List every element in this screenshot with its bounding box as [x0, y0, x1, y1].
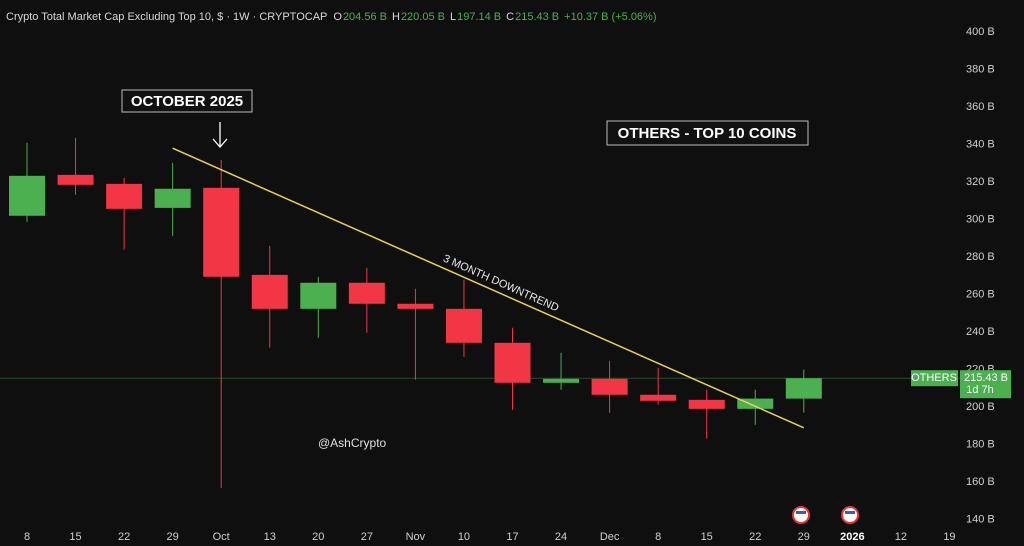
y-tick-label: 360 B: [966, 101, 995, 113]
candle-body: [494, 342, 531, 383]
plot: [0, 137, 960, 488]
candle-body: [737, 398, 774, 409]
series-label-box: [911, 370, 958, 387]
y-tick-label: 300 B: [966, 213, 995, 225]
x-tick-label: 15: [701, 531, 713, 543]
x-tick-label: 27: [361, 531, 373, 543]
x-tick-label: Nov: [406, 531, 426, 543]
header-key: L: [450, 11, 456, 23]
x-tick-label: Dec: [600, 531, 620, 543]
candle-body: [251, 274, 288, 309]
candle-body: [106, 183, 143, 209]
y-tick-label: 280 B: [966, 251, 995, 263]
event-icon: [792, 506, 859, 524]
candle-body: [203, 187, 240, 277]
x-tick-label: Oct: [213, 531, 230, 543]
candle-body: [785, 378, 822, 399]
y-tick-label: 320 B: [966, 176, 995, 188]
x-tick-label: 12: [895, 531, 907, 543]
x-tick-label: 24: [555, 531, 567, 543]
header-key: C: [506, 11, 514, 23]
candle-body: [57, 174, 94, 185]
y-tick-label: 240 B: [966, 326, 995, 338]
x-tick-label: 19: [943, 531, 955, 543]
price-countdown: 1d 7h: [966, 384, 994, 396]
price-label-box: [960, 370, 1011, 399]
x-tick-label: 29: [798, 531, 810, 543]
header-key: O: [333, 11, 342, 23]
candle-body: [445, 308, 482, 343]
y-tick-label: 180 B: [966, 439, 995, 451]
candle-body: [591, 378, 628, 395]
arrow: [212, 122, 228, 148]
candle-body: [9, 175, 45, 216]
header-value: 220.05 B: [401, 11, 445, 23]
x-tick-label: 2026: [840, 531, 864, 543]
x-tick-label: 13: [264, 531, 276, 543]
header-change: +10.37 B (+5.06%): [564, 11, 656, 23]
chart-title: Crypto Total Market Cap Excluding Top 10…: [6, 11, 327, 23]
header-key: H: [392, 11, 400, 23]
candle-body: [300, 282, 337, 309]
x-tick-label: 22: [118, 531, 130, 543]
y-tick-label: 260 B: [966, 288, 995, 300]
y-tick-label: 340 B: [966, 138, 995, 150]
price-label: 215.43 B: [964, 372, 1008, 384]
trendline: [172, 147, 805, 429]
y-tick-label: 140 B: [966, 514, 995, 526]
candle-body: [154, 188, 191, 208]
x-tick-label: 20: [312, 531, 324, 543]
y-tick-label: 380 B: [966, 63, 995, 75]
series-label: OTHERS: [911, 372, 957, 384]
annotation-box: [606, 120, 809, 146]
x-tick-label: 22: [749, 531, 761, 543]
watermark: @AshCrypto: [318, 436, 387, 450]
x-tick-label: 29: [167, 531, 179, 543]
y-tick-label: 200 B: [966, 401, 995, 413]
header-value: 204.56 B: [343, 11, 387, 23]
x-tick-label: 8: [655, 531, 661, 543]
candle-body: [543, 378, 580, 383]
x-tick-label: 10: [458, 531, 470, 543]
header-value: 197.14 B: [457, 11, 501, 23]
annotation: OCTOBER 2025: [131, 93, 243, 110]
header-value: 215.43 B: [515, 11, 559, 23]
x-tick-label: 8: [24, 531, 30, 543]
x-tick-label: 15: [69, 531, 81, 543]
annotation: OTHERS - TOP 10 COINS: [618, 125, 797, 142]
x-tick-label: 17: [506, 531, 518, 543]
candle-body: [348, 282, 385, 304]
candle-body: [688, 399, 725, 409]
y-tick-label: 400 B: [966, 26, 995, 38]
candle-body: [397, 303, 434, 309]
candle-body: [640, 394, 677, 401]
y-tick-label: 160 B: [966, 476, 995, 488]
annotation-box: [121, 89, 253, 113]
